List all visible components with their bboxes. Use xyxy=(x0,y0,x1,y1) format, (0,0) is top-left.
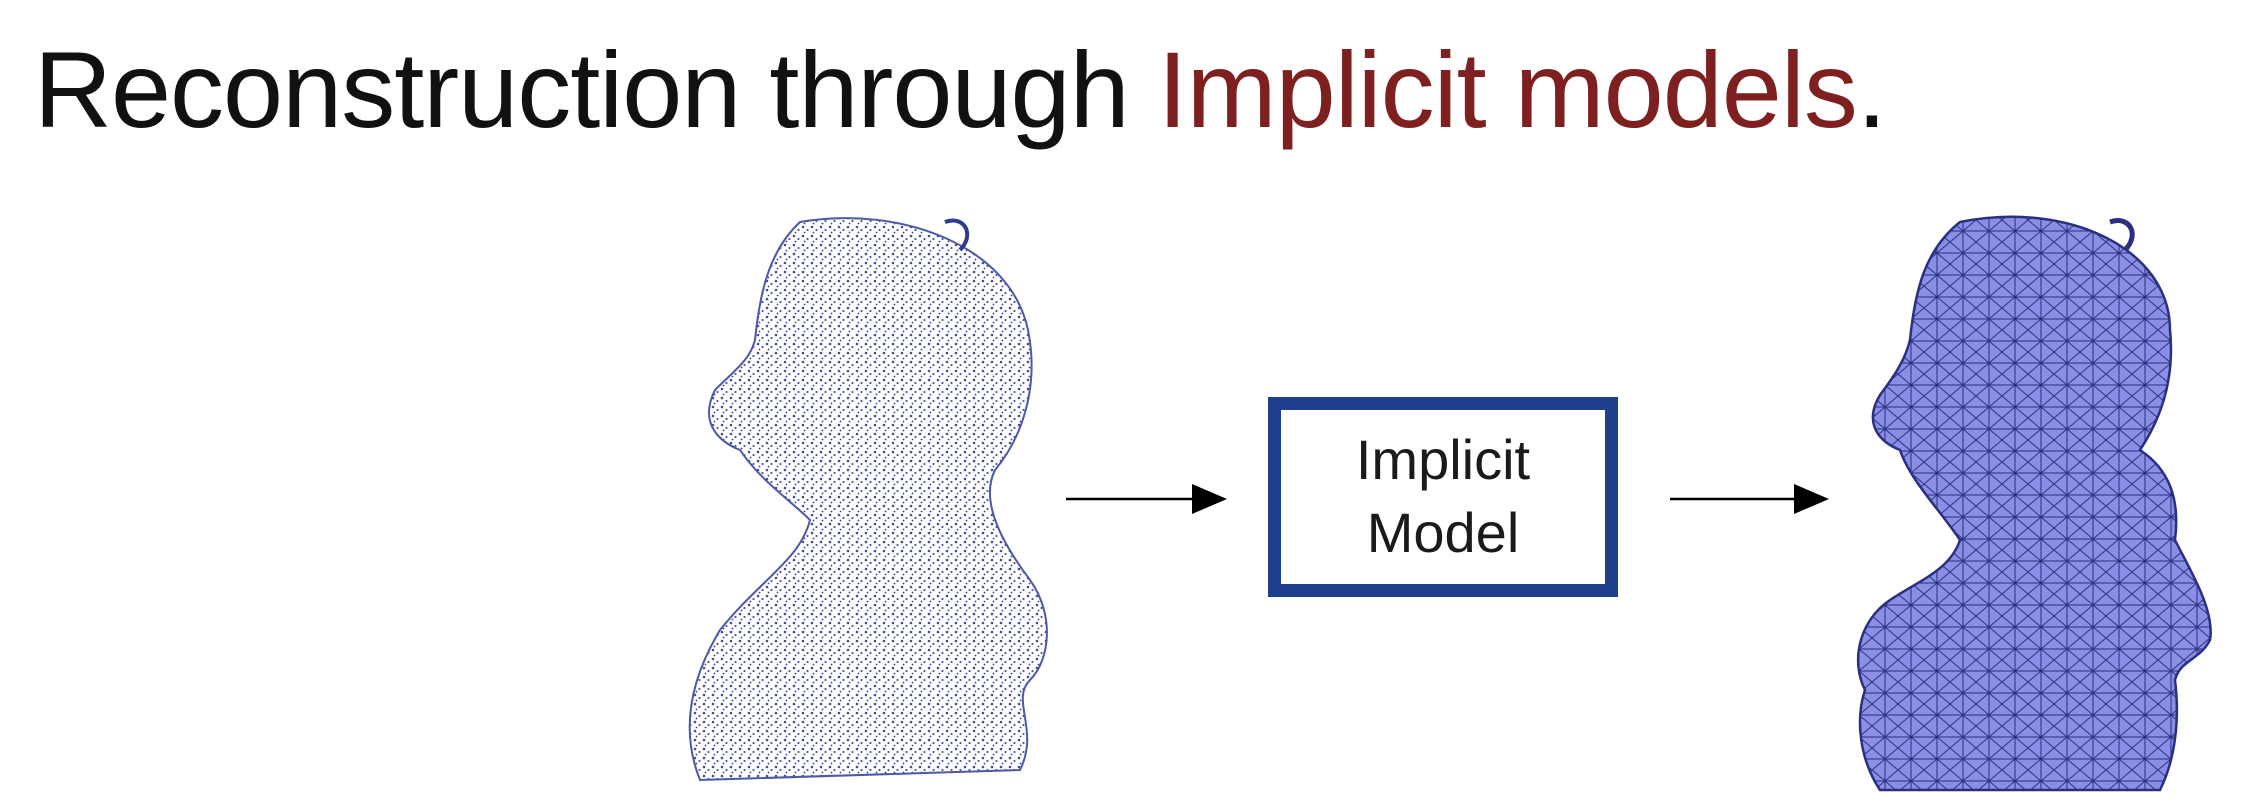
slide-title: Reconstruction through Implicit models. xyxy=(34,28,1887,152)
box-label-line2: Model xyxy=(1366,501,1520,564)
title-prefix: Reconstruction through xyxy=(34,29,1158,150)
mesh-bust xyxy=(1856,215,2212,792)
title-suffix: . xyxy=(1856,29,1887,150)
title-highlight: Implicit models xyxy=(1157,29,1858,150)
box-label-line1: Implicit xyxy=(1355,428,1531,492)
implicit-model-box: Implicit Model xyxy=(1268,397,1618,597)
point-cloud-bust xyxy=(688,217,1048,782)
